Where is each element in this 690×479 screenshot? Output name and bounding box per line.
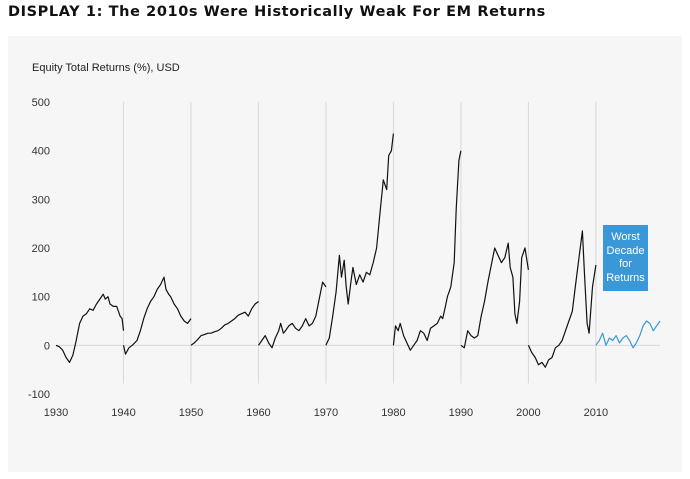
callout-line: for	[619, 258, 632, 270]
x-tick-label: 2010	[584, 407, 608, 419]
y-tick-label: 300	[32, 194, 50, 206]
series-line-1930s	[55, 293, 125, 363]
series-line-1990s	[460, 242, 529, 349]
callout-line: Decade	[606, 244, 645, 257]
x-tick-label: 2000	[516, 407, 540, 419]
x-tick-label: 1930	[44, 407, 68, 419]
worst-decade-callout: Worst Decade for Returns	[603, 225, 648, 291]
y-tick-label: 500	[32, 97, 50, 109]
y-tick-label: 100	[32, 292, 50, 304]
x-tick-label: 1990	[449, 407, 473, 419]
y-tick-label: 200	[32, 243, 50, 255]
series-lines	[55, 133, 661, 368]
x-tick-labels: 1930 1940 1950 1960 1970 1980 1990 2000 2010	[44, 407, 608, 419]
y-tick-labels: -100 0 100 200 300 400 500	[28, 97, 50, 401]
y-tick-label: 0	[44, 340, 50, 352]
x-tick-label: 1980	[381, 407, 405, 419]
x-tick-label: 1950	[179, 407, 203, 419]
series-line-1940s	[122, 276, 192, 355]
page-title: DISPLAY 1: The 2010s Were Historically W…	[8, 4, 546, 20]
chart-panel	[8, 36, 682, 472]
callout-line: Worst	[611, 231, 640, 243]
series-line-2000s	[527, 230, 597, 368]
series-line-1960s	[258, 281, 327, 349]
series-line-1970s	[325, 133, 394, 346]
y-axis-label: Equity Total Returns (%), USD	[32, 62, 180, 74]
y-tick-label: 400	[32, 146, 50, 158]
x-tick-label: 1970	[314, 407, 338, 419]
series-line-2010s	[595, 320, 661, 349]
chart-grid	[56, 102, 660, 384]
series-line-1950s	[190, 301, 259, 346]
x-tick-label: 1960	[246, 407, 270, 419]
x-tick-label: 1940	[111, 407, 135, 419]
callout-line: Returns	[606, 271, 645, 284]
series-line-1980s	[392, 150, 462, 351]
y-tick-label: -100	[28, 389, 50, 401]
